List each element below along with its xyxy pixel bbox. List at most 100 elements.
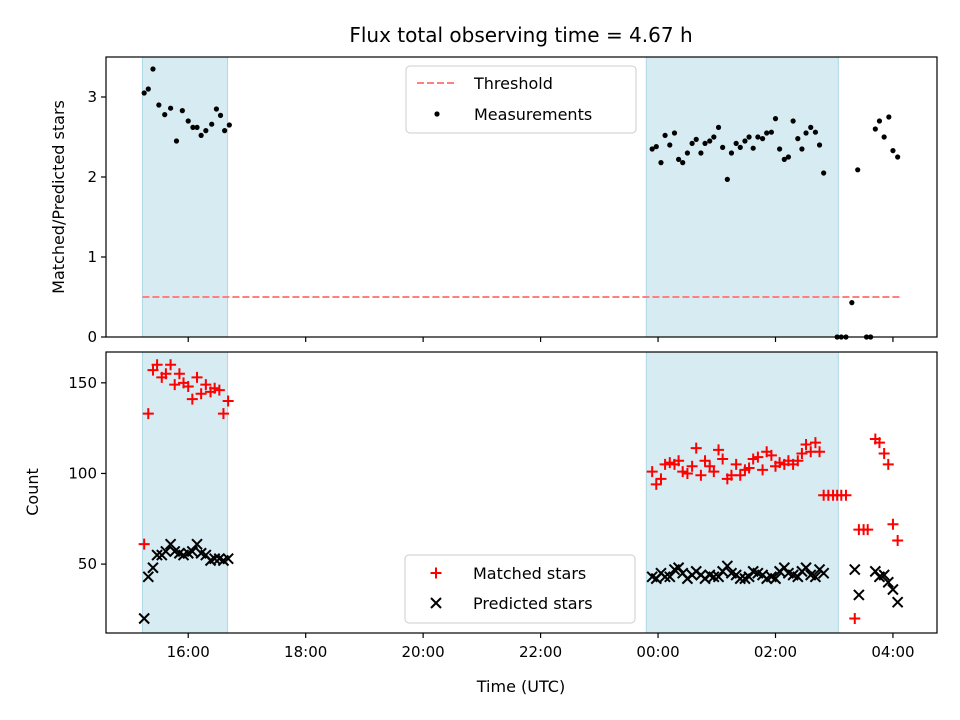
measurements-point (141, 90, 147, 96)
y-tick-label: 1 (87, 248, 97, 266)
predicted-stars-point (191, 538, 203, 550)
x-axis-label: Time (UTC) (476, 677, 565, 696)
measurements-point (746, 134, 752, 140)
matched-stars-point (862, 524, 874, 536)
measurements-point (185, 118, 191, 124)
matched-stars-point (195, 388, 207, 400)
predicted-stars-point (887, 583, 899, 596)
matched-stars-point (209, 382, 221, 394)
measurements-point (213, 106, 220, 112)
matched-stars-point (169, 379, 181, 391)
matched-stars-point (849, 612, 861, 624)
legend-matched-label: Matched stars (473, 564, 586, 583)
predicted-stars-point (809, 571, 822, 583)
matched-stars-point (686, 460, 698, 472)
matched-stars-point (713, 444, 725, 456)
predicted-stars-point (222, 552, 234, 565)
matched-stars-point (747, 453, 759, 465)
matched-stars-point (191, 371, 203, 383)
predicted-stars-point (721, 560, 734, 572)
legend: Matched stars Predicted stars (404, 554, 636, 624)
measurements-point (849, 300, 855, 306)
legend-measurements-label: Measurements (474, 105, 592, 124)
measurements-point (671, 130, 678, 136)
legend: Threshold Measurements (405, 65, 637, 134)
measurements-point (693, 136, 699, 142)
matched-stars-point (695, 469, 707, 481)
matched-stars-point (840, 489, 852, 501)
x-tick-label: 04:00 (871, 643, 914, 661)
y-axis-label-bottom: Count (23, 468, 42, 516)
legend-measurements-swatch (434, 111, 440, 117)
matched-stars-point (142, 408, 154, 420)
legend-frame (405, 65, 637, 134)
lower-panel-star-counts: 50 100 150 16:00 18:00 20:00 22:00 00:00 02:00 04… (68, 351, 938, 661)
measurements-point (222, 128, 228, 134)
measurements-point (168, 105, 174, 111)
measurements-point (876, 118, 883, 124)
measurements-point (194, 124, 200, 130)
predicted-stars-point (769, 572, 782, 585)
measurements-point (715, 124, 722, 130)
measurements-point (145, 86, 151, 92)
observing-span-2 (645, 351, 839, 634)
matched-stars-point (752, 451, 764, 463)
chart-title: Flux total observing time = 4.67 h (349, 23, 692, 47)
measurements-point (702, 140, 708, 146)
y-tick-label: 0 (87, 328, 97, 346)
measurements-point (777, 146, 783, 152)
measurements-point (653, 144, 659, 150)
measurements-point (198, 132, 204, 138)
predicted-stars-point (186, 545, 199, 558)
measurements-point (662, 132, 668, 138)
matched-stars-point (757, 464, 769, 476)
measurements-point (881, 134, 887, 140)
measurements-point (872, 126, 878, 132)
matched-stars-point (186, 393, 198, 405)
matched-stars-point (217, 408, 229, 420)
measurements-point (737, 144, 743, 150)
predicted-stars-point (849, 563, 861, 576)
measurements-point (226, 122, 232, 128)
y-tick-label: 100 (68, 464, 97, 482)
matched-stars-point (165, 359, 177, 371)
matched-stars-point (796, 448, 808, 460)
y-axis-label-top: Matched/Predicted stars (49, 100, 68, 294)
matched-stars-point (673, 455, 685, 467)
measurements-point (855, 167, 861, 173)
matched-stars-point (677, 466, 689, 478)
matched-stars-point (160, 368, 172, 380)
measurements-point (728, 150, 735, 156)
predicted-stars-point (208, 552, 221, 565)
matched-stars-point (655, 473, 667, 485)
predicted-stars-point (891, 596, 904, 608)
measurements-point (711, 134, 717, 140)
measurements-point (675, 156, 682, 162)
predicted-stars-point (142, 571, 154, 583)
measurements-point (190, 124, 196, 130)
measurements-point (707, 138, 713, 144)
measurements-point (886, 114, 892, 120)
matched-stars-point (690, 442, 702, 454)
y-tick-label: 50 (78, 555, 97, 573)
measurements-point (764, 130, 770, 136)
measurements-point (162, 112, 168, 118)
measurements-point (173, 138, 180, 144)
measurements-point (658, 160, 664, 166)
matched-stars-point (774, 457, 786, 469)
matched-stars-point (734, 469, 746, 481)
measurements-point (808, 124, 814, 130)
measurements-point (733, 140, 739, 146)
predicted-stars-point (160, 545, 172, 558)
matched-stars-point (138, 538, 150, 550)
measurements-point (772, 116, 779, 122)
y-tick-label: 3 (87, 88, 97, 106)
matched-stars-point (681, 467, 693, 479)
predicted-stars-point (664, 571, 676, 583)
predicted-stars-point (659, 571, 671, 583)
upper-panel-matched-predicted-ratio: 0 1 2 3 Threshold Measurements (87, 56, 938, 346)
matched-stars-point (878, 448, 890, 460)
measurements-point (667, 142, 673, 148)
observing-span-1 (141, 56, 229, 338)
